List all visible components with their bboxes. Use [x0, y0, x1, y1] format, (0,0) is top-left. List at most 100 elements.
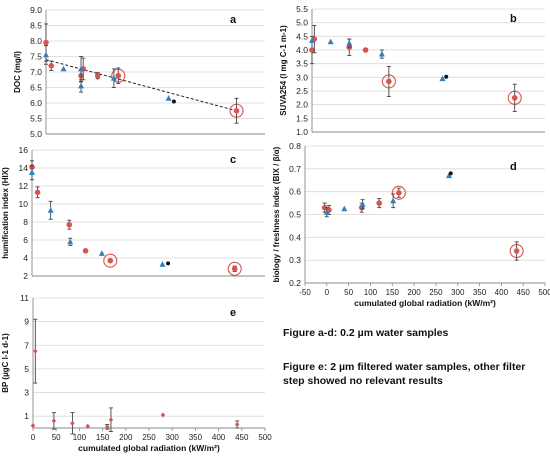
caption-a-d: Figure a-d: 0.2 µm water samples [283, 327, 449, 339]
d-xtick-label: 250 [429, 288, 443, 297]
c-point-circle [34, 189, 41, 196]
d-highlight-ring [391, 185, 406, 200]
e-point-diamond [234, 421, 240, 428]
e-xtick-label: 150 [96, 433, 110, 442]
e-point-diamond [51, 418, 57, 424]
d-point-circle [513, 248, 520, 254]
a-ytick-label: 6.5 [30, 83, 42, 93]
d-ytick-label: 0.3 [289, 255, 301, 265]
e-ytick-label: 11 [20, 293, 29, 303]
a-point-triangle [165, 95, 172, 101]
e-xtick-label: 500 [258, 433, 272, 442]
a-point-triangle [78, 65, 85, 72]
c-highlight-ring [103, 253, 118, 268]
d-ytick-label: 0.8 [289, 141, 301, 151]
c-point-triangle [98, 250, 105, 256]
b-point-circle [511, 95, 518, 101]
e-xtick-label: 450 [235, 433, 249, 442]
a-ytick-label: 7.0 [30, 67, 42, 77]
a-ytick-label: 8.5 [30, 21, 42, 31]
a-ytick-label: 8.0 [30, 36, 42, 46]
a-point-circle [233, 107, 240, 114]
a-ytick-label: 5.5 [30, 114, 42, 124]
e-ytick-label: 9 [24, 317, 29, 327]
a-point-dot [171, 99, 176, 104]
e-panel-label: e [230, 307, 236, 319]
b-point-triangle [346, 39, 353, 46]
c-point-dot [166, 261, 171, 266]
b-ytick-label: 1.0 [296, 127, 308, 137]
a-point-triangle [43, 51, 49, 58]
d-xtick-label: 450 [517, 288, 531, 297]
d-xtick-label: 400 [495, 288, 509, 297]
b-ytick-label: 2.0 [296, 100, 308, 110]
b-point-triangle [378, 50, 385, 57]
e-point-diamond [160, 412, 166, 418]
e-ytick-label: 7 [24, 340, 29, 350]
d-ytick-label: 0.6 [289, 187, 301, 197]
d-point-circle [396, 190, 402, 196]
c-point-circle [231, 266, 238, 272]
d-point-triangle [323, 209, 330, 215]
a-point-triangle [60, 65, 67, 72]
c-panel-label: c [230, 154, 236, 166]
d-point-circle [376, 200, 382, 206]
a-point-circle [115, 72, 122, 79]
d-xtick-label: 150 [386, 288, 400, 297]
b-point-circle [362, 47, 369, 53]
a-ytick-label: 6.0 [30, 98, 42, 108]
e-xtick-label: 350 [189, 433, 203, 442]
d-ytick-label: 0.5 [289, 210, 301, 220]
c-point-triangle [47, 207, 54, 213]
c-ytick-label: 2 [23, 271, 28, 281]
b-y-axis-label: SUVA254 (l mg C-1 m-1) [279, 25, 288, 116]
c-ytick-label: 4 [23, 253, 28, 263]
b-point-dot [444, 74, 449, 79]
c-y-axis-label: humification index (HIX) [1, 167, 10, 259]
b-ytick-label: 5.5 [296, 4, 308, 14]
c-ytick-label: 10 [19, 199, 29, 209]
e-ytick-label: 3 [24, 388, 29, 398]
d-point-triangle [341, 205, 348, 212]
caption-e: Figure e: 2 µm filtered water samples, o… [283, 361, 526, 387]
c-ytick-label: 14 [19, 163, 29, 173]
d-point-circle [321, 204, 328, 211]
e-ytick-label: 5 [24, 364, 29, 374]
d-panel-label: d [510, 161, 517, 173]
c-point-triangle [29, 169, 35, 175]
a-y-axis-label: DOC (mg/l) [13, 51, 22, 93]
a-ytick-label: 7.5 [30, 52, 42, 62]
d-xtick-label: 350 [473, 288, 487, 297]
c-ytick-label: 12 [19, 181, 29, 191]
e-xtick-label: 300 [166, 433, 180, 442]
d-point-triangle [390, 197, 397, 204]
c-highlight-ring [227, 261, 242, 276]
d-point-dot [448, 171, 453, 176]
d-ytick-label: 0.7 [289, 164, 301, 174]
b-point-circle [309, 47, 315, 53]
e-ytick-label: 1 [24, 411, 29, 421]
a-point-circle [48, 63, 55, 69]
b-ytick-label: 4.0 [296, 45, 308, 55]
c-point-circle [66, 221, 73, 228]
b-ytick-label: 3.0 [296, 72, 308, 82]
b-point-triangle [327, 38, 334, 45]
d-x-axis-label: cumulated global radiation (kW/m²) [354, 298, 496, 308]
d-y-axis-label: biology / freshness index (BIX / β/α) [272, 146, 281, 282]
e-point-diamond [70, 420, 75, 426]
b-panel-label: b [510, 13, 517, 25]
c-ytick-label: 6 [23, 235, 28, 245]
e-point-diamond [85, 423, 90, 429]
c-point-triangle [67, 238, 74, 245]
c-ytick-label: 8 [23, 217, 28, 227]
b-ytick-label: 4.5 [296, 31, 308, 41]
e-point-diamond [105, 424, 110, 430]
b-point-triangle [309, 37, 315, 43]
d-point-triangle [446, 172, 452, 179]
e-xtick-label: 200 [119, 433, 133, 442]
a-ytick-label: 9.0 [30, 5, 42, 15]
e-x-axis-label: cumulated global radiation (kW/m²) [78, 443, 220, 453]
d-xtick-label: 500 [538, 288, 550, 297]
c-point-circle [107, 257, 114, 264]
